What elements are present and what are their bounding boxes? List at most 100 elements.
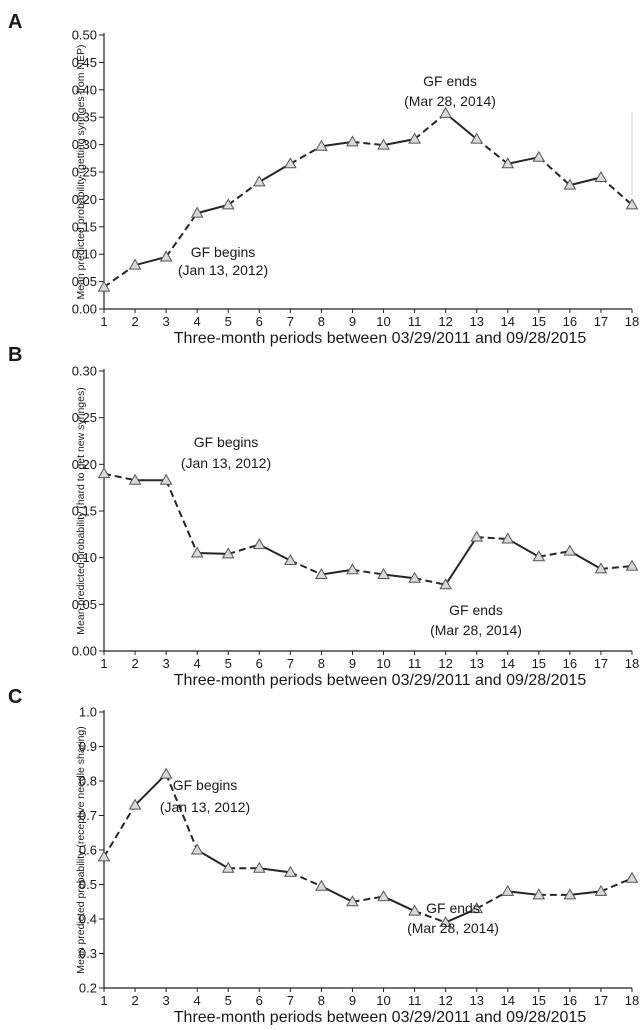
x-tick-label: 4 <box>194 993 201 1008</box>
x-tick-label: 10 <box>376 993 390 1008</box>
x-tick-label: 8 <box>318 314 325 329</box>
x-tick-label: 10 <box>376 656 390 671</box>
x-tick-label: 2 <box>131 656 138 671</box>
series-segment <box>259 867 291 874</box>
x-tick-label: 3 <box>163 314 170 329</box>
series-segment <box>352 895 384 903</box>
data-point <box>470 132 484 144</box>
data-point <box>221 861 235 873</box>
x-tick-label: 13 <box>469 656 483 671</box>
series-segment <box>507 156 540 165</box>
data-point <box>563 544 577 556</box>
data-point <box>408 904 421 916</box>
annotation-date: (Jan 13, 2012) <box>178 262 268 278</box>
series-segment <box>569 176 602 187</box>
data-point <box>221 547 235 559</box>
series-segment <box>476 890 509 910</box>
series-segment <box>227 543 260 555</box>
data-point <box>532 550 546 562</box>
y-tick-label: 0.30 <box>72 137 97 152</box>
y-tick-label: 0.5 <box>79 877 97 892</box>
x-tick-label: 15 <box>532 993 546 1008</box>
series-segment <box>383 895 416 912</box>
annotation-date: (Jan 13, 2012) <box>160 799 250 815</box>
series-segment <box>600 565 633 570</box>
data-point <box>283 865 297 877</box>
annotation-date: (Mar 28, 2014) <box>407 920 499 936</box>
y-axis-label: Mean predicted probability (getting syri… <box>75 44 87 299</box>
data-point <box>377 138 390 150</box>
x-tick-label: 11 <box>408 314 422 329</box>
panel-label: A <box>8 11 22 33</box>
series-segment <box>414 577 446 586</box>
data-point <box>190 546 204 558</box>
data-point <box>190 206 204 218</box>
x-tick-label: 8 <box>318 993 325 1008</box>
data-point <box>377 567 390 579</box>
data-point <box>97 280 111 292</box>
series-segment <box>352 140 384 147</box>
y-tick-label: 0.2 <box>79 981 97 996</box>
series-segment <box>444 536 478 586</box>
x-tick-label: 12 <box>438 314 452 329</box>
annotation-title: GF begins <box>173 777 238 793</box>
x-tick-label: 9 <box>349 656 356 671</box>
series-segment <box>289 871 322 888</box>
data-point <box>470 530 484 542</box>
data-point <box>315 879 328 891</box>
y-tick-label: 0.45 <box>72 55 97 70</box>
data-point <box>594 884 608 896</box>
data-point <box>315 139 328 151</box>
annotation-title: GF begins <box>194 434 259 450</box>
series-segment <box>538 550 571 558</box>
x-tick-label: 9 <box>349 314 356 329</box>
annotation-title: GF ends <box>423 73 477 89</box>
data-point <box>346 895 359 907</box>
x-tick-label: 16 <box>563 314 577 329</box>
data-point <box>159 767 173 779</box>
x-tick-label: 13 <box>469 993 483 1008</box>
panel-label: B <box>8 344 22 366</box>
data-point <box>190 843 204 855</box>
y-tick-label: 0.15 <box>72 219 97 234</box>
series-segment <box>197 552 229 555</box>
series-segment <box>134 255 167 267</box>
series-segment <box>289 559 322 576</box>
series-segment <box>321 140 353 148</box>
data-point <box>315 567 328 579</box>
data-point <box>221 198 235 210</box>
x-tick-label: 7 <box>287 656 294 671</box>
data-point <box>563 178 577 190</box>
series-segment <box>103 472 136 482</box>
y-tick-label: 0.50 <box>72 28 97 43</box>
x-tick-label: 7 <box>287 314 294 329</box>
data-point <box>439 915 453 927</box>
data-point <box>346 135 359 147</box>
series-segment <box>165 773 199 851</box>
series-segment <box>600 877 633 893</box>
y-tick-label: 0.7 <box>79 808 97 823</box>
y-tick-label: 0.05 <box>72 274 97 289</box>
series-segment <box>383 138 415 147</box>
y-tick-label: 0.25 <box>72 165 97 180</box>
x-tick-label: 10 <box>376 314 390 329</box>
y-tick-label: 0.3 <box>79 946 97 961</box>
series-segment <box>165 479 199 554</box>
y-tick-label: 0.10 <box>72 550 97 565</box>
x-tick-label: 5 <box>225 993 232 1008</box>
data-point <box>625 871 639 883</box>
y-tick-label: 1.0 <box>79 705 97 720</box>
x-tick-label: 17 <box>594 656 608 671</box>
panel-label: C <box>8 686 22 708</box>
series-segment <box>321 568 353 576</box>
y-axis-label: Mean predicted probability (hard to get … <box>75 387 87 634</box>
y-tick-label: 0.6 <box>79 843 97 858</box>
data-point <box>625 198 639 210</box>
annotation-date: (Mar 28, 2014) <box>430 622 522 638</box>
data-point <box>97 850 111 862</box>
data-point <box>128 473 142 485</box>
y-axis-label: Mean predicted probability (receptive ne… <box>75 726 87 973</box>
y-tick-label: 0.15 <box>72 504 97 519</box>
data-point <box>346 563 359 575</box>
